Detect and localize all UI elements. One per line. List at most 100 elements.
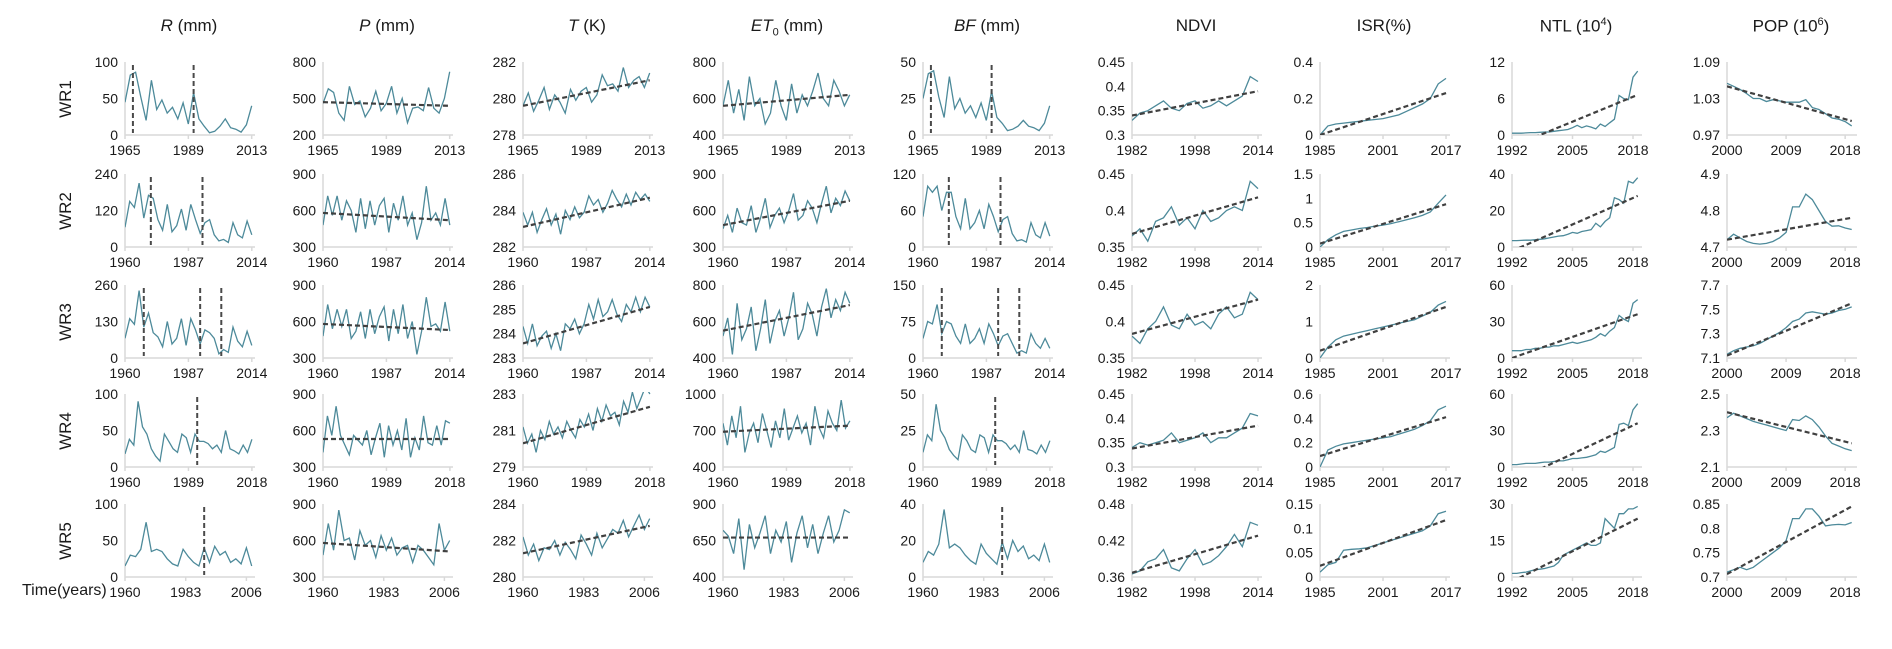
x-tick-label: 1983 (568, 584, 599, 600)
trend-line (323, 211, 450, 222)
series-line (1320, 300, 1447, 358)
series-line (1727, 193, 1852, 245)
x-tick-label: 1989 (371, 474, 402, 490)
x-tick-label: 1960 (907, 474, 938, 490)
y-tick-label: 0.45 (1098, 277, 1125, 293)
column-title-unit: (mm) (370, 16, 415, 35)
y-tick-label: 0.35 (1098, 350, 1125, 366)
y-tick-label: 283 (493, 386, 517, 402)
x-tick-label: 1965 (907, 142, 938, 158)
y-tick-label: 0.4 (1106, 203, 1126, 219)
trend-line (1727, 505, 1853, 576)
column-title-tail: ) (1606, 16, 1613, 36)
y-tick-label: 100 (95, 54, 119, 70)
series-line (1727, 306, 1852, 355)
y-tick-label: 281 (493, 423, 517, 439)
x-tick-label: 1987 (371, 254, 402, 270)
y-tick-label: 0.05 (1286, 545, 1313, 561)
x-tick-label: 1983 (368, 584, 399, 600)
series-line (923, 404, 1051, 462)
x-tick-label: 2005 (1557, 365, 1588, 381)
x-tick-label: 1982 (1116, 254, 1147, 270)
x-tick-label: 1992 (1496, 142, 1527, 158)
y-tick-label: 50 (900, 54, 916, 70)
panel-WR4-2: 279 281 283 1960 1989 2018 (493, 386, 666, 490)
column-title-unit: (mm) (778, 16, 824, 35)
series-line (723, 72, 851, 126)
x-tick-label: 2013 (634, 142, 665, 158)
x-tick-label: 1960 (907, 254, 938, 270)
x-tick-label: 1998 (1179, 142, 1210, 158)
x-tick-label: 1960 (907, 365, 938, 381)
trend-line (523, 405, 651, 445)
x-tick-label: 2014 (1034, 365, 1065, 381)
x-tick-label: 2005 (1557, 584, 1588, 600)
y-tick-label: 0 (1497, 459, 1505, 475)
x-tick-label: 2018 (1830, 365, 1861, 381)
y-tick-label: 0.48 (1098, 496, 1125, 512)
trend-line (1320, 519, 1447, 567)
x-tick-label: 1960 (307, 474, 338, 490)
trend-line (1518, 517, 1639, 577)
column-title-unit: (mm) (172, 16, 218, 35)
column-title-sup: 6 (1817, 16, 1824, 28)
x-tick-label: 1982 (1116, 365, 1147, 381)
y-tick-label: 0 (1305, 569, 1313, 585)
trend-line (523, 196, 651, 228)
x-tick-label: 2001 (1367, 254, 1398, 270)
series-line (125, 290, 253, 355)
x-tick-label: 2018 (1617, 584, 1648, 600)
trend-line (1518, 194, 1639, 247)
y-tick-label: 0.4 (1294, 54, 1314, 70)
column-title-sym: ET (750, 16, 773, 35)
x-tick-label: 1983 (968, 584, 999, 600)
y-tick-label: 100 (95, 496, 119, 512)
y-tick-label: 60 (900, 203, 916, 219)
x-tick-label: 1989 (173, 142, 204, 158)
y-tick-label: 1000 (685, 386, 716, 402)
y-tick-label: 6 (1497, 91, 1505, 107)
x-tick-label: 2013 (1034, 142, 1065, 158)
y-tick-label: 0.4 (1106, 78, 1126, 94)
x-tick-label: 2018 (434, 474, 465, 490)
x-tick-label: 2009 (1770, 474, 1801, 490)
y-tick-label: 50 (102, 533, 118, 549)
y-tick-label: 0.4 (1294, 410, 1314, 426)
y-tick-label: 800 (693, 277, 717, 293)
x-tick-label: 2009 (1770, 584, 1801, 600)
x-tick-label: 1987 (771, 365, 802, 381)
panel-WR4-0: 0 50 100 1960 1989 2018 (95, 386, 268, 490)
series-line (323, 186, 451, 240)
x-tick-label: 2009 (1770, 142, 1801, 158)
column-title: ET0 (mm) (687, 16, 887, 38)
panel-WR2-4: 0 60 120 1960 1987 2014 (893, 166, 1066, 270)
y-tick-label: 4.8 (1701, 203, 1721, 219)
trend-line (323, 541, 450, 553)
y-tick-label: 285 (493, 301, 517, 317)
panel-WR3-0: 0 130 260 1960 1987 2014 (95, 277, 268, 381)
x-tick-label: 1989 (771, 474, 802, 490)
y-tick-label: 2.3 (1701, 423, 1721, 439)
x-tick-label: 2005 (1557, 254, 1588, 270)
y-tick-label: 20 (1489, 203, 1505, 219)
x-tick-label: 1960 (307, 254, 338, 270)
y-tick-label: 600 (293, 203, 317, 219)
x-tick-label: 2014 (834, 254, 865, 270)
y-tick-label: 7.3 (1701, 326, 1721, 342)
y-tick-label: 0 (110, 239, 118, 255)
column-title-sym: T (568, 16, 579, 35)
panel-WR5-2: 280 282 284 1960 1983 2006 (493, 496, 661, 600)
y-tick-label: 0.2 (1294, 435, 1314, 451)
column-title: ISR(%) (1284, 16, 1484, 36)
series-line (1727, 82, 1853, 127)
x-tick-label: 2001 (1367, 365, 1398, 381)
column-title-tail: ) (1823, 16, 1830, 36)
y-tick-label: 280 (493, 569, 517, 585)
trend-line (523, 79, 650, 107)
x-tick-label: 1960 (707, 474, 738, 490)
x-tick-label: 2014 (1242, 584, 1273, 600)
trend-line (1132, 534, 1259, 574)
x-tick-label: 2000 (1711, 142, 1742, 158)
x-tick-label: 2013 (236, 142, 267, 158)
x-tick-label: 1960 (109, 474, 140, 490)
